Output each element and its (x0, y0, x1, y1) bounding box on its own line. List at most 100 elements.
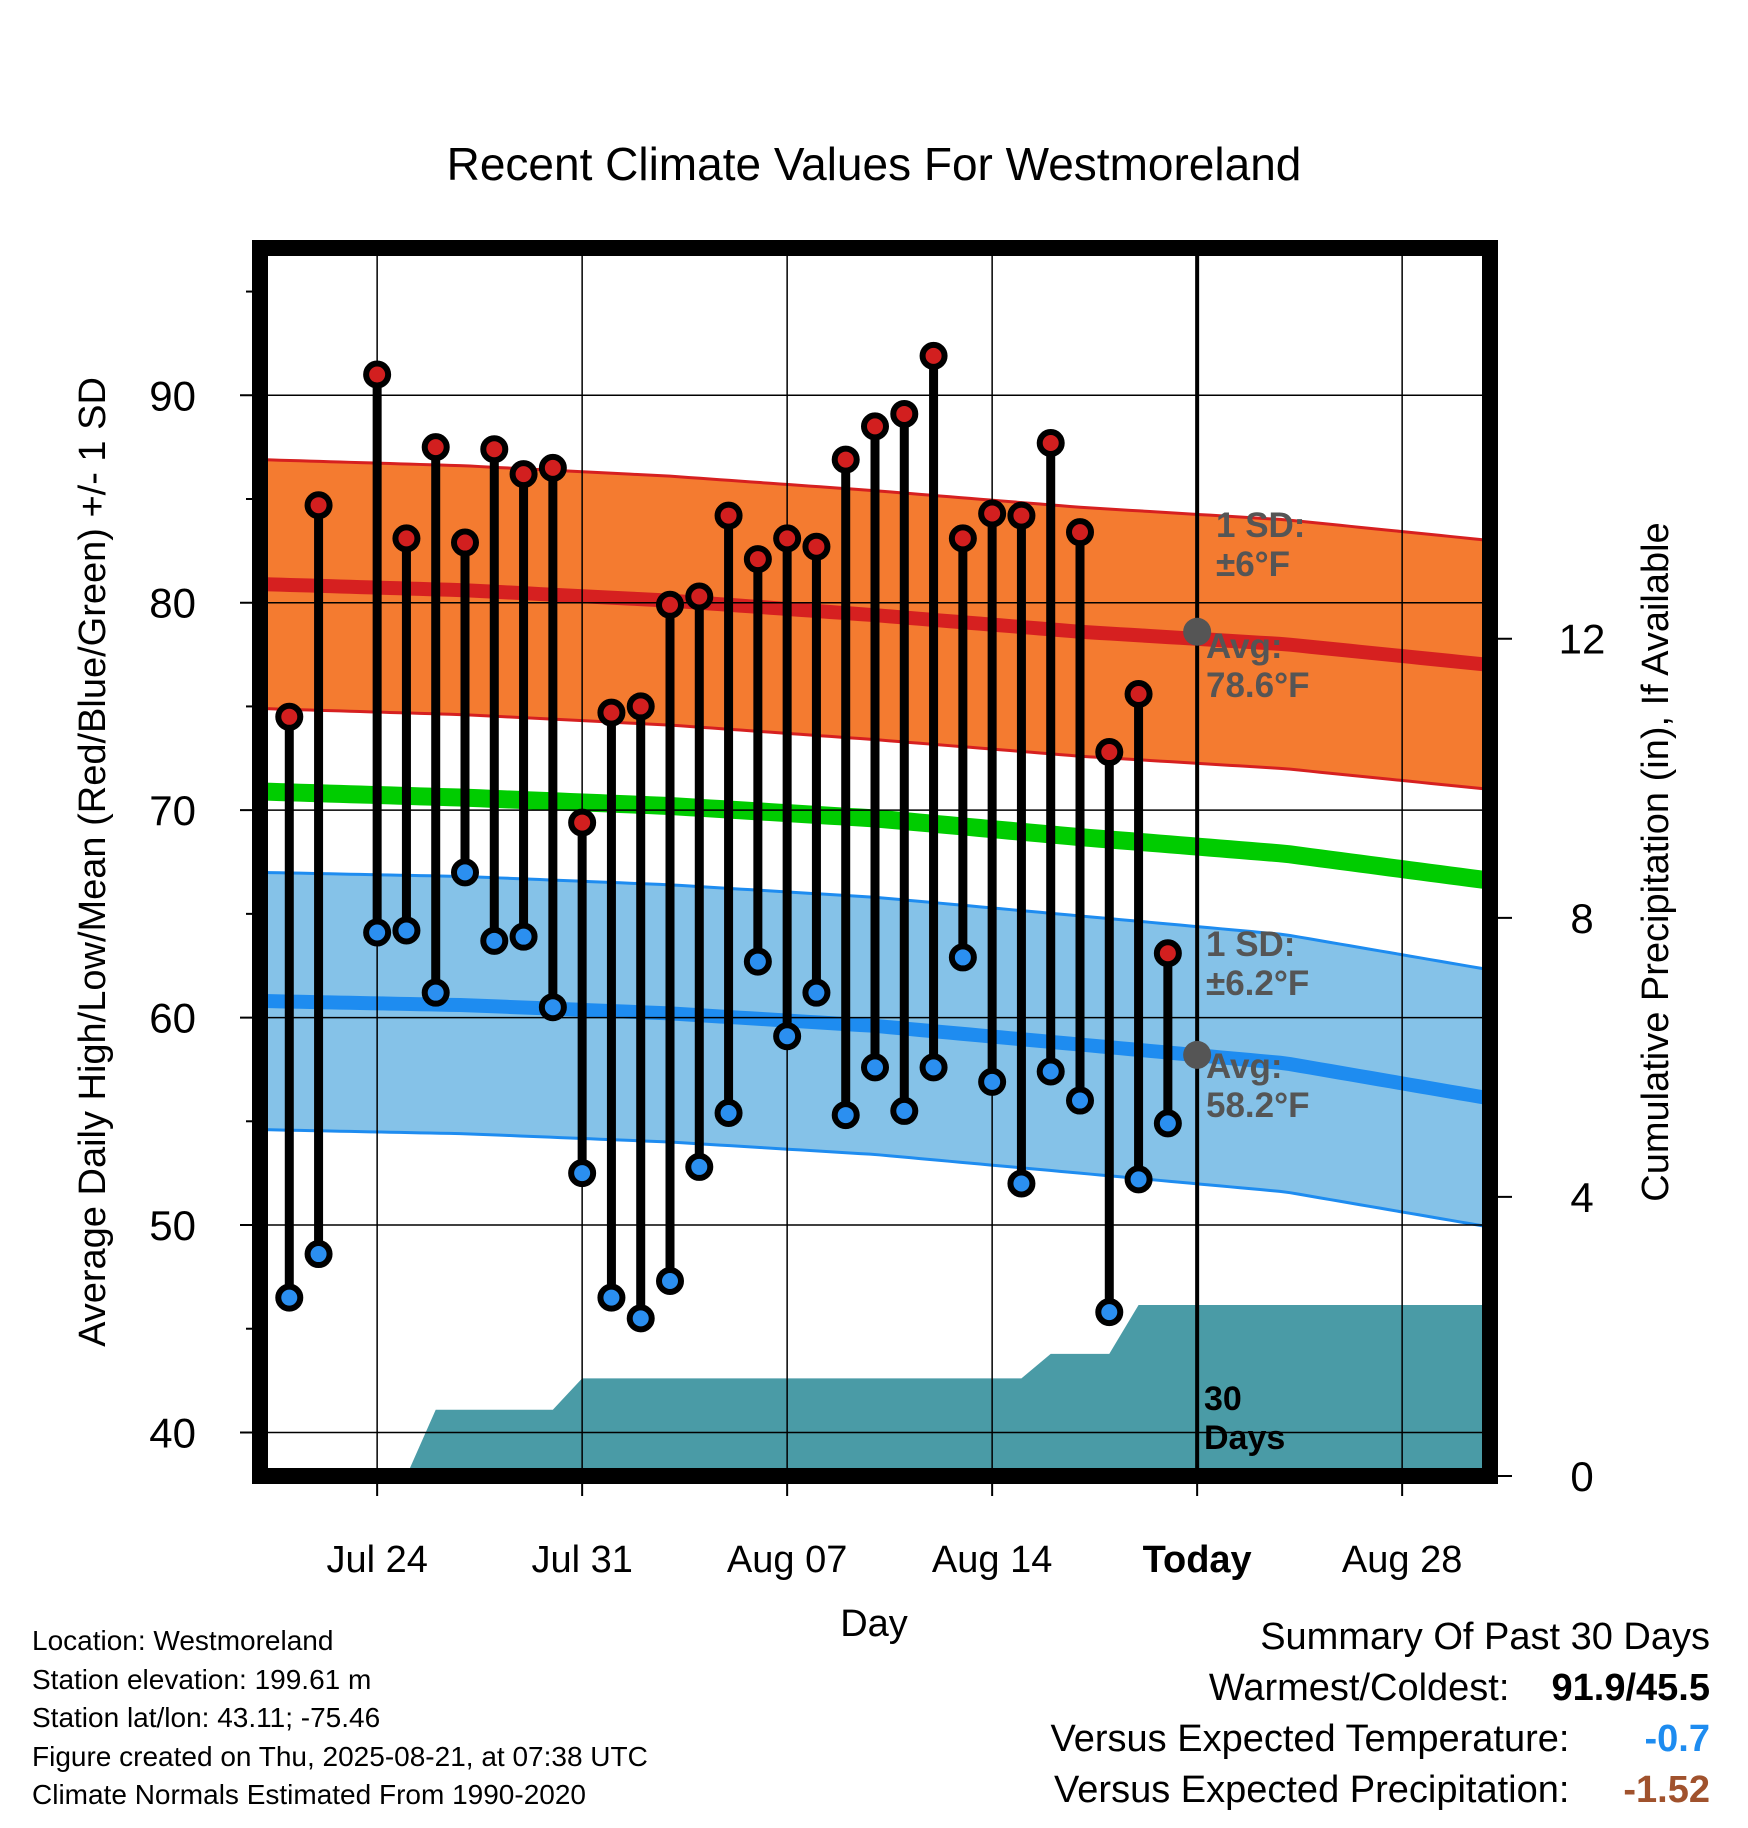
daily-high-point (304, 491, 333, 520)
daily-low-point (861, 1053, 889, 1082)
daily-low-point (773, 1022, 802, 1051)
daily-high-point (451, 528, 479, 557)
daily-high-point (363, 360, 392, 389)
daily-high-point (275, 702, 304, 731)
y2-tick-label: 4 (1570, 1174, 1593, 1221)
normals-text: Climate Normals Estimated From 1990-2020 (32, 1779, 586, 1810)
x-tick-label: Jul 31 (531, 1539, 632, 1581)
daily-low-point (978, 1067, 1007, 1096)
daily-low-point (714, 1098, 743, 1127)
daily-high-point (685, 582, 714, 611)
daily-low-point (1153, 1109, 1182, 1138)
daily-low-point (568, 1159, 597, 1188)
high-avg-annotation: Avg: 78.6°F (1206, 627, 1310, 705)
y-axis: 40 50 60 70 80 90 (149, 290, 260, 1456)
warmest-label: Warmest/Coldest: (1208, 1667, 1510, 1709)
today-low-avg-dot (1183, 1040, 1212, 1069)
y-tick-label: 40 (149, 1409, 196, 1456)
y-tick-label: 60 (149, 995, 196, 1042)
precip-days-annotation: 30 Days (1204, 1380, 1285, 1457)
x-tick-label: Jul 24 (326, 1539, 427, 1581)
summary-warmest-row: Warmest/Coldest: 91.9/45.5 (1051, 1663, 1710, 1714)
summary-panel: Summary Of Past 30 Days Warmest/Coldest:… (1051, 1612, 1710, 1816)
daily-low-point (685, 1152, 714, 1181)
daily-low-point (392, 916, 421, 945)
daily-low-point (451, 858, 479, 887)
daily-low-point (1095, 1298, 1124, 1327)
daily-high-point (743, 545, 772, 574)
daily-low-point (538, 993, 567, 1022)
created-text: Figure created on Thu, 2025-08-21, at 07… (32, 1740, 648, 1772)
daily-high-point (714, 501, 743, 530)
daily-high-point (773, 524, 802, 553)
daily-high-point (597, 698, 626, 727)
y2-tick-label: 8 (1570, 895, 1593, 942)
plot-frame (252, 240, 1498, 1484)
x-tick-label: Today (1143, 1539, 1252, 1581)
daily-low-point (509, 922, 538, 951)
daily-low-point (275, 1283, 304, 1312)
daily-low-point (1124, 1165, 1153, 1194)
daily-high-point (656, 590, 684, 619)
daily-low-point (743, 947, 772, 976)
daily-high-point (831, 445, 860, 474)
y-tick-label: 80 (149, 580, 196, 627)
daily-low-point (948, 943, 977, 972)
x-tick-label: Aug 07 (727, 1539, 847, 1581)
summary-precip-row: Versus Expected Precipitation: -1.52 (1051, 1765, 1710, 1816)
summary-temp-row: Versus Expected Temperature: -0.7 (1051, 1714, 1710, 1765)
summary-heading: Summary Of Past 30 Days (1260, 1616, 1710, 1658)
warmest-value: 91.9/45.5 (1551, 1667, 1710, 1709)
daily-low-point (802, 978, 831, 1007)
daily-low-point (1007, 1169, 1036, 1198)
daily-low-point (304, 1240, 333, 1269)
low-avg-annotation: Avg: 58.2°F (1206, 1047, 1310, 1125)
daily-low-point (480, 926, 509, 955)
daily-low-point (626, 1304, 655, 1333)
daily-high-point (480, 435, 509, 464)
daily-high-point (802, 532, 831, 561)
latlon-text: Station lat/lon: 43.11; -75.46 (32, 1702, 381, 1733)
daily-low-point (363, 918, 392, 947)
precip-label: Versus Expected Precipitation: (1054, 1769, 1570, 1811)
daily-low-point (597, 1283, 626, 1312)
y2-axis-label: Cumulative Precipitation (in), If Availa… (1635, 522, 1677, 1201)
elevation-text: Station elevation: 199.61 m (32, 1663, 372, 1695)
high-sd-annotation: 1 SD: ±6°F (1216, 506, 1305, 584)
daily-low-point (421, 978, 450, 1007)
daily-high-point (626, 692, 655, 721)
daily-high-point (1124, 679, 1153, 708)
x-tick-label: Aug 28 (1342, 1539, 1462, 1581)
temp-value: -0.7 (1644, 1718, 1710, 1760)
y-tick-label: 90 (149, 372, 196, 419)
daily-high-point (1007, 501, 1036, 530)
daily-high-point (861, 412, 889, 441)
cumulative-precip-area (260, 1305, 1490, 1476)
daily-high-point (509, 460, 538, 489)
chart-title: Recent Climate Values For Westmoreland (447, 138, 1302, 190)
daily-low-point (1066, 1086, 1094, 1115)
daily-markers (275, 341, 1182, 1333)
daily-high-point (1066, 518, 1094, 547)
x-axis-label: Day (840, 1603, 908, 1645)
daily-low-point (919, 1053, 948, 1082)
daily-high-point (890, 399, 919, 428)
today-high-avg-dot (1183, 617, 1212, 646)
daily-high-point (538, 453, 567, 482)
y2-tick-label: 12 (1559, 616, 1606, 663)
y-tick-label: 70 (149, 787, 196, 834)
daily-high-point (948, 524, 977, 553)
station-info: Location: Westmoreland Station elevation… (32, 1622, 648, 1815)
temp-label: Versus Expected Temperature: (1050, 1718, 1570, 1760)
daily-high-point (978, 499, 1007, 528)
precipitation-layer (260, 1305, 1490, 1476)
daily-low-point (831, 1101, 860, 1130)
daily-high-point (1095, 738, 1124, 767)
x-axis: Jul 24 Jul 31 Aug 07 Aug 14 Today Aug 28 (326, 1476, 1462, 1581)
daily-high-point (1153, 939, 1182, 968)
band-annotations: 1 SD: ±6°F Avg: 78.6°F 1 SD: ±6.2°F Avg: 58.2°F… (1183, 506, 1310, 1457)
y2-tick-label: 0 (1570, 1453, 1593, 1500)
daily-high-point (392, 524, 421, 553)
daily-high-point (919, 341, 948, 370)
